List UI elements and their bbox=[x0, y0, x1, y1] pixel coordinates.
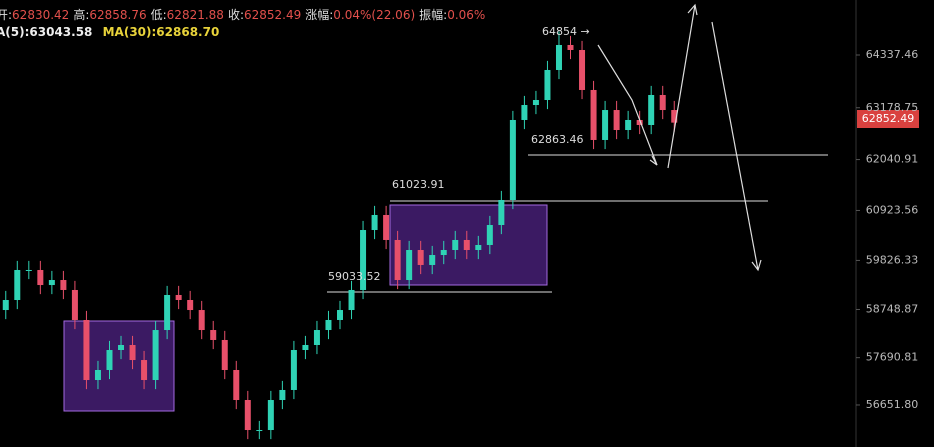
candle-body bbox=[25, 269, 32, 271]
y-tick-label: 62040.91 bbox=[866, 153, 919, 166]
candle-body bbox=[290, 350, 297, 390]
candle-body bbox=[94, 369, 101, 381]
y-tick-label: 57690.81 bbox=[866, 351, 919, 364]
candle-body bbox=[429, 255, 436, 265]
candle-body bbox=[394, 239, 401, 281]
arrow-head bbox=[687, 3, 698, 16]
ma5-label: A(5):63043.58 bbox=[0, 25, 93, 39]
candle-body bbox=[313, 330, 320, 345]
candle-body bbox=[602, 110, 609, 140]
quote-value: 0.04%(22.06) bbox=[333, 8, 416, 22]
candle-body bbox=[48, 280, 55, 286]
annotation: 64854 → bbox=[542, 25, 590, 38]
candle-body bbox=[37, 269, 44, 286]
quote-value: 62821.88 bbox=[166, 8, 224, 22]
arrow bbox=[667, 4, 696, 169]
candle-body bbox=[141, 360, 148, 381]
candle-body bbox=[625, 119, 632, 131]
candle-body bbox=[532, 100, 539, 106]
candle-body bbox=[2, 300, 9, 311]
candle-body bbox=[406, 250, 413, 281]
quote-label: 振幅: bbox=[419, 8, 448, 22]
candle-body bbox=[579, 50, 586, 90]
annotation: 61023.91 bbox=[392, 178, 445, 191]
candle-body bbox=[463, 239, 470, 251]
quote-value: 62830.42 bbox=[12, 8, 70, 22]
candle-body bbox=[371, 214, 378, 231]
candle-body bbox=[267, 400, 274, 431]
candle-body bbox=[521, 105, 528, 120]
candle-body bbox=[360, 230, 367, 290]
candle-body bbox=[60, 280, 67, 290]
candle-body bbox=[509, 119, 516, 201]
candle-body bbox=[452, 239, 459, 251]
y-tick-label: 63178.75 bbox=[866, 101, 919, 114]
quote-value: 0.06% bbox=[447, 8, 486, 22]
candle-body bbox=[175, 294, 182, 301]
arrows bbox=[597, 3, 762, 272]
candle-body bbox=[475, 244, 482, 251]
candle-body bbox=[83, 319, 90, 381]
quote-value: 62858.76 bbox=[89, 8, 147, 22]
candle-body bbox=[383, 214, 390, 240]
candle-body bbox=[498, 200, 505, 226]
candle-body bbox=[198, 310, 205, 331]
ma30-label: MA(30):62868.70 bbox=[102, 25, 220, 39]
candle-body bbox=[71, 289, 78, 320]
candle-body bbox=[221, 339, 228, 370]
quote-label: 高: bbox=[73, 8, 90, 22]
candle-body bbox=[337, 310, 343, 320]
quote-label: 涨幅: bbox=[305, 8, 334, 22]
candle-body bbox=[440, 250, 447, 256]
candle-body bbox=[325, 319, 332, 331]
arrow bbox=[711, 21, 759, 271]
y-tick-label: 56651.80 bbox=[866, 398, 919, 411]
quote-label: 收: bbox=[227, 8, 244, 22]
candle-body bbox=[613, 110, 620, 131]
y-tick-label: 64337.46 bbox=[866, 48, 919, 61]
candle-body bbox=[555, 44, 562, 70]
candle-body bbox=[233, 369, 240, 401]
candle-body bbox=[14, 269, 21, 301]
candle-body bbox=[256, 430, 263, 432]
quote-header: 开:62830.42 高:62858.76 低:62821.88 收:62852.49… bbox=[0, 6, 489, 23]
candle-body bbox=[129, 344, 136, 361]
candle-body bbox=[659, 94, 666, 111]
candle-body bbox=[648, 94, 655, 126]
y-tick-label: 58748.87 bbox=[866, 302, 919, 315]
candle-body bbox=[544, 69, 551, 101]
annotation: 62863.46 bbox=[531, 133, 584, 146]
candle-body bbox=[279, 389, 286, 401]
arrow-head bbox=[751, 259, 762, 272]
candle-body bbox=[590, 89, 597, 140]
candle-body bbox=[671, 110, 678, 123]
candle-body bbox=[118, 344, 125, 351]
candle-body bbox=[486, 225, 493, 245]
candle-body bbox=[244, 400, 251, 431]
candle-body bbox=[210, 330, 217, 340]
price-tag bbox=[857, 110, 919, 128]
candle-body bbox=[567, 44, 574, 51]
candles bbox=[2, 31, 678, 440]
arrow-head bbox=[649, 155, 658, 166]
candle-body bbox=[348, 289, 355, 311]
arrow bbox=[597, 44, 658, 166]
annotation: 59033.52 bbox=[328, 270, 381, 283]
quote-value: 62852.49 bbox=[243, 8, 302, 22]
candle-body bbox=[152, 330, 159, 381]
price-tag-label: 62852.49 bbox=[862, 112, 915, 125]
candle-body bbox=[164, 294, 171, 331]
candle-body bbox=[187, 300, 194, 311]
ma-legend: A(5):63043.58 MA(30):62868.70 bbox=[0, 25, 219, 39]
candle-body bbox=[417, 250, 424, 265]
y-tick-label: 59826.33 bbox=[866, 253, 919, 266]
candle-body bbox=[106, 350, 113, 370]
y-tick-label: 60923.56 bbox=[866, 203, 919, 216]
candle-body bbox=[636, 119, 643, 126]
quote-label: 开: bbox=[0, 8, 13, 22]
candle-body bbox=[302, 344, 309, 351]
quote-label: 低: bbox=[150, 8, 167, 22]
